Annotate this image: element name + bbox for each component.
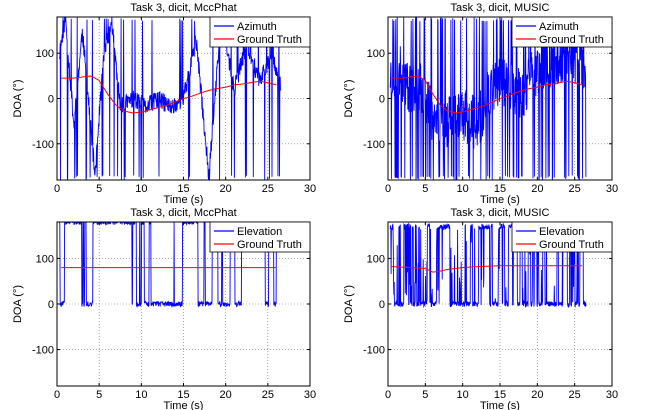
series-line-ground-truth (391, 75, 583, 114)
chart-title: Task 3, dicit, MccPhat (130, 2, 236, 14)
x-tick-label: 5 (96, 389, 102, 401)
x-tick-label: 30 (606, 389, 618, 401)
y-tick-label: -100 (32, 139, 54, 151)
series-line-ground-truth (391, 265, 583, 273)
legend-box (209, 16, 311, 48)
y-axis-label: DOA (°) (12, 285, 24, 323)
legend-box (511, 16, 613, 48)
y-tick-label: -100 (363, 345, 385, 357)
chart-title: Task 3, dicit, MUSIC (450, 2, 549, 14)
x-tick-label: 15 (177, 183, 189, 195)
axes-frame (387, 16, 613, 181)
axes-frame (56, 221, 311, 387)
x-axis-label: Time (s) (164, 194, 204, 206)
x-axis-label: Time (s) (480, 194, 520, 206)
x-tick-label: 10 (457, 183, 469, 195)
x-tick-label: 20 (531, 183, 543, 195)
x-tick-label: 0 (385, 183, 391, 195)
y-tick-label: 100 (367, 253, 385, 265)
x-tick-label: 15 (494, 183, 506, 195)
y-tick-label: 0 (379, 299, 385, 311)
x-axis-label: Time (s) (164, 400, 204, 410)
x-tick-label: 10 (135, 183, 147, 195)
y-tick-label: 100 (36, 253, 54, 265)
y-tick-label: -100 (363, 139, 385, 151)
x-tick-label: 0 (385, 389, 391, 401)
y-axis-label: DOA (°) (343, 285, 355, 323)
y-tick-label: -100 (32, 345, 54, 357)
x-tick-label: 25 (569, 389, 581, 401)
series-line-azimuth (389, 17, 587, 180)
x-tick-label: 20 (220, 183, 232, 195)
y-tick-label: 0 (48, 94, 54, 106)
legend-label: Ground Truth (539, 239, 604, 251)
y-axis-label: DOA (°) (343, 79, 355, 117)
legend-label: Ground Truth (237, 239, 302, 251)
x-tick-label: 5 (96, 183, 102, 195)
x-tick-label: 25 (262, 183, 274, 195)
y-tick-label: 100 (367, 48, 385, 60)
x-tick-label: 0 (54, 183, 60, 195)
x-tick-label: 30 (606, 183, 618, 195)
axes-frame (387, 221, 613, 387)
x-tick-label: 20 (531, 389, 543, 401)
x-tick-label: 15 (177, 389, 189, 401)
x-tick-label: 10 (135, 389, 147, 401)
x-axis-label: Time (s) (480, 400, 520, 410)
legend-label: Elevation (539, 226, 584, 238)
x-tick-label: 5 (422, 389, 428, 401)
x-tick-label: 25 (569, 183, 581, 195)
legend-label: Elevation (237, 226, 282, 238)
x-tick-label: 25 (262, 389, 274, 401)
legend-label: Ground Truth (237, 34, 302, 46)
x-tick-label: 10 (457, 389, 469, 401)
legend-box (209, 221, 311, 253)
x-tick-label: 20 (220, 389, 232, 401)
series-line-ground-truth (61, 75, 277, 114)
axes-frame (56, 16, 311, 181)
x-tick-label: 30 (304, 183, 316, 195)
y-tick-label: 100 (36, 48, 54, 60)
x-tick-label: 5 (422, 183, 428, 195)
y-tick-label: 0 (48, 299, 54, 311)
legend-label: Azimuth (539, 21, 579, 33)
y-axis-label: DOA (°) (12, 79, 24, 117)
y-tick-label: 0 (379, 94, 385, 106)
legend-box (511, 221, 613, 253)
legend-label: Ground Truth (539, 34, 604, 46)
chart-title: Task 3, dicit, MUSIC (450, 207, 549, 219)
series-line-elevation (59, 222, 281, 309)
x-tick-label: 0 (54, 389, 60, 401)
series-line-elevation (389, 222, 587, 309)
x-tick-label: 15 (494, 389, 506, 401)
x-tick-label: 30 (304, 389, 316, 401)
chart-title: Task 3, dicit, MccPhat (130, 207, 236, 219)
legend-label: Azimuth (237, 21, 277, 33)
